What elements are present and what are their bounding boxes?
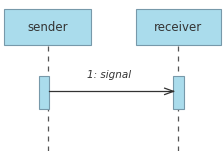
Text: sender: sender <box>28 21 68 34</box>
Bar <box>136 9 221 45</box>
Text: receiver: receiver <box>154 21 202 34</box>
Bar <box>39 76 49 109</box>
Text: 1: signal: 1: signal <box>87 70 131 80</box>
Bar <box>173 76 184 109</box>
Bar <box>4 9 91 45</box>
